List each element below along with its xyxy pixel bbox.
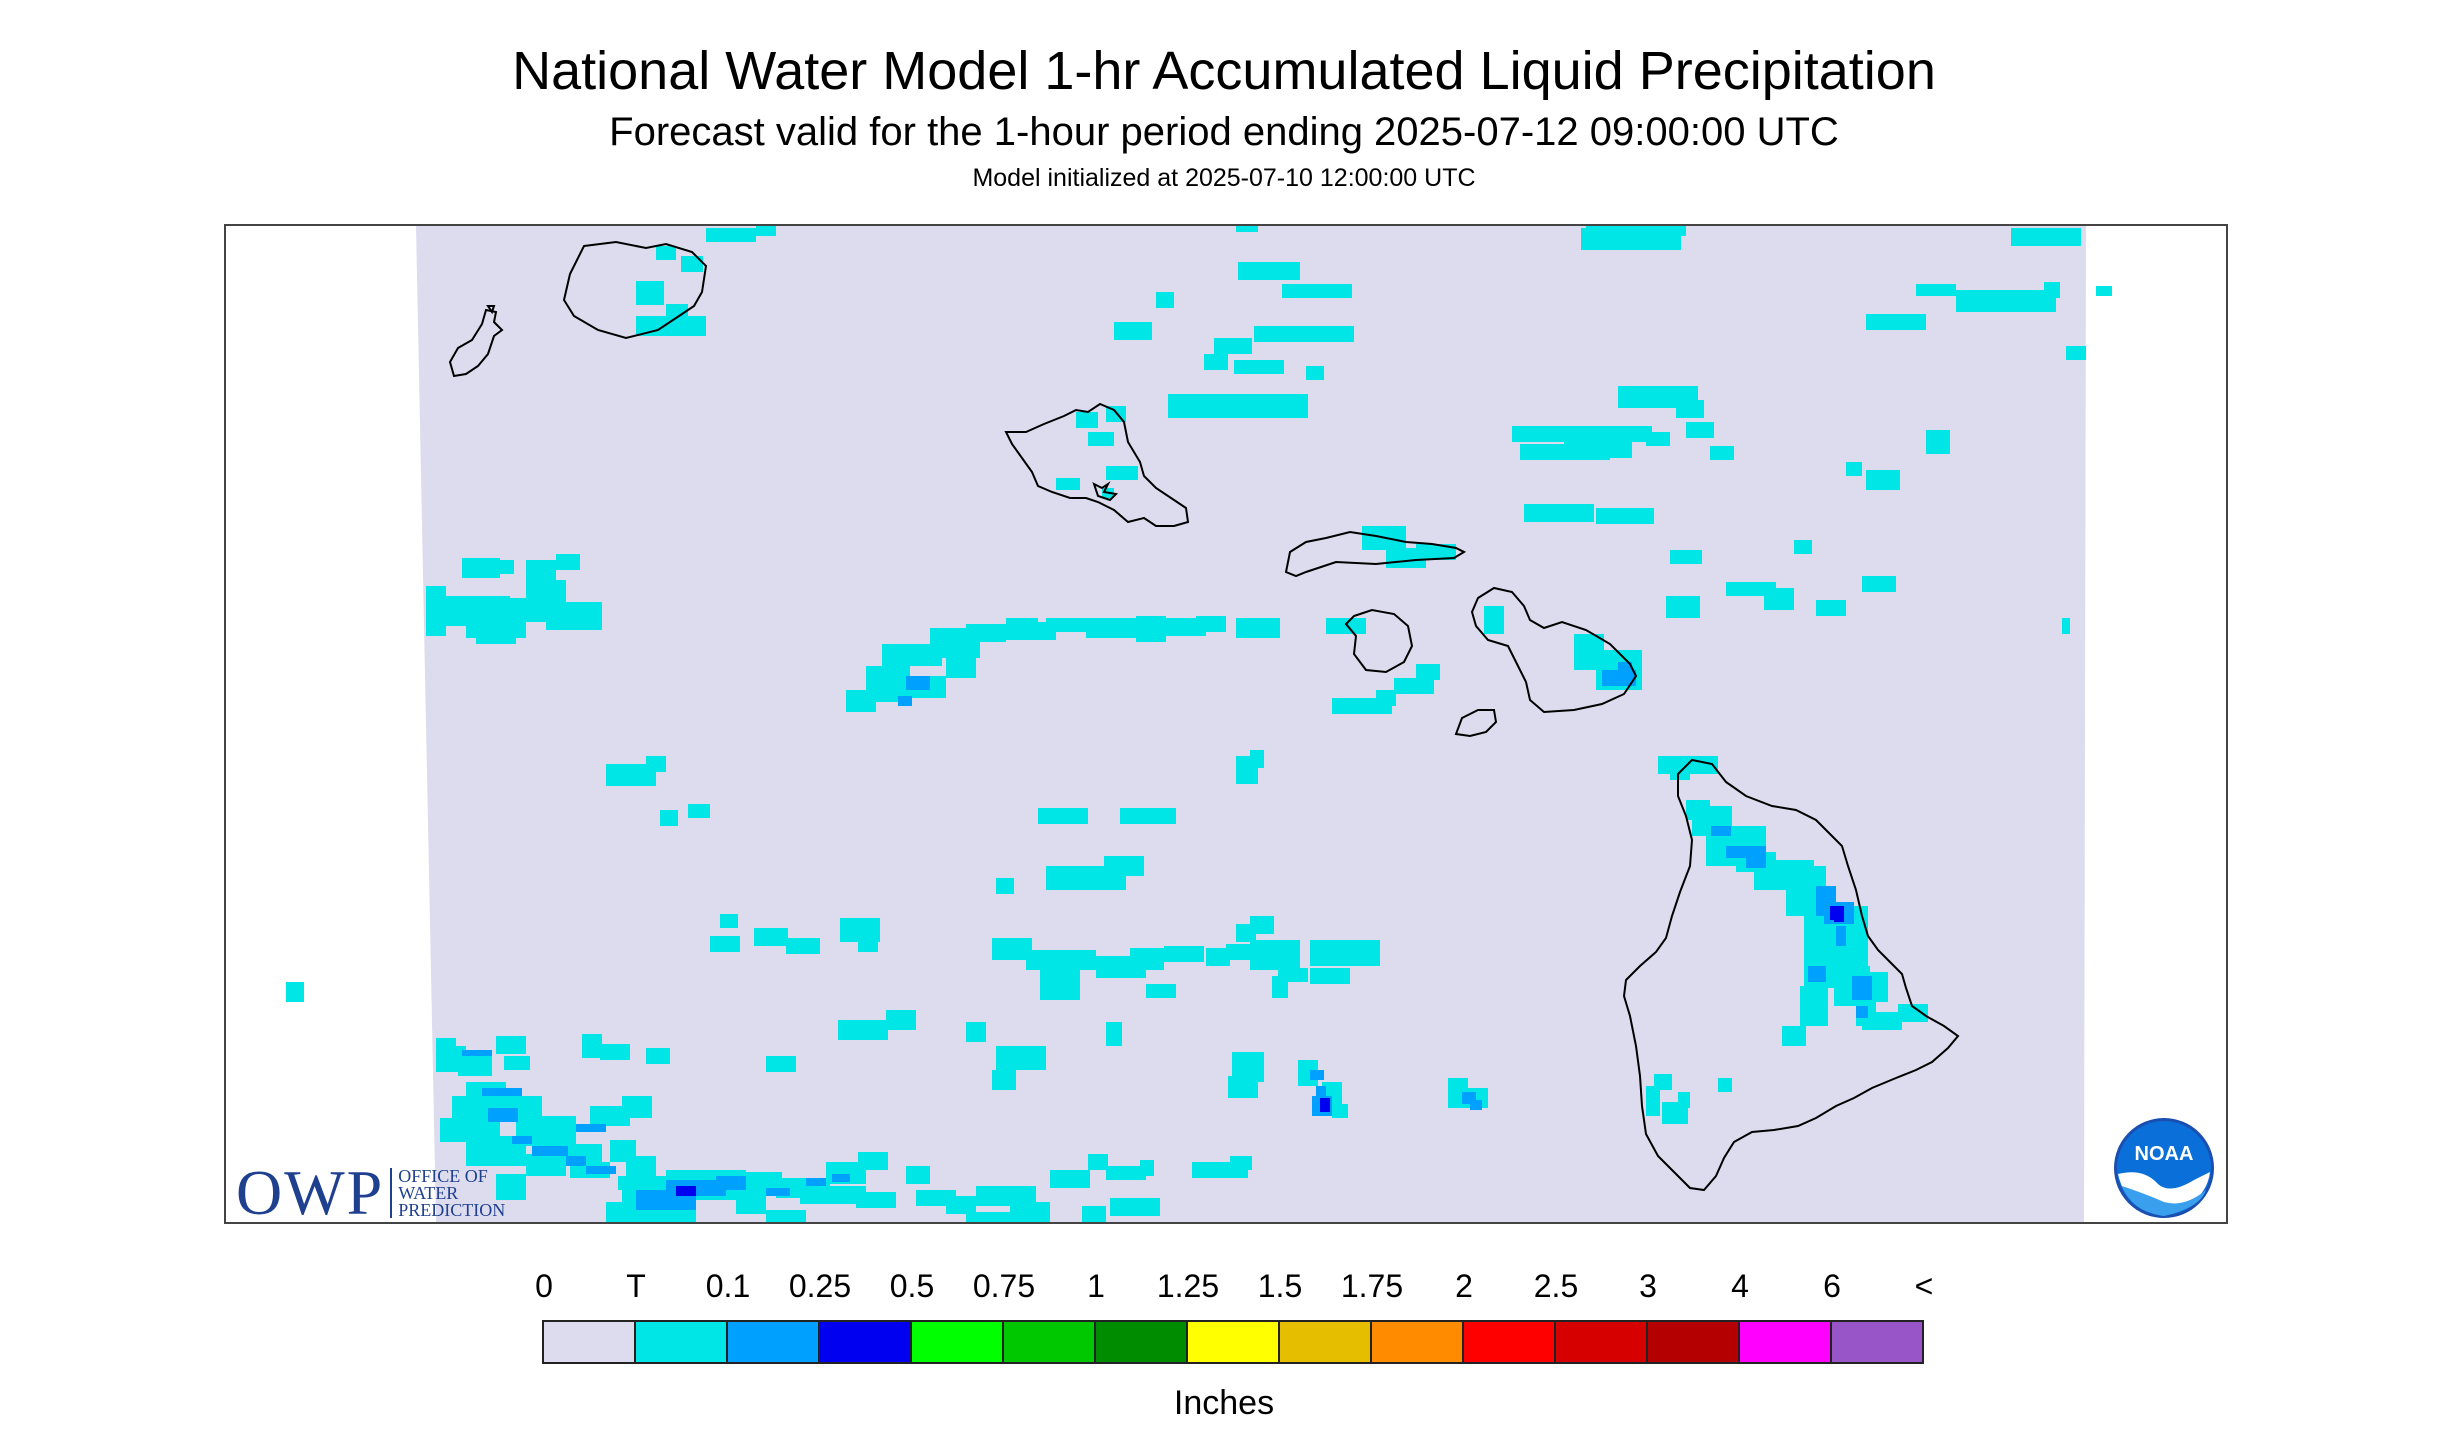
legend-tick-label: 0.75 bbox=[972, 1268, 1036, 1304]
legend-tick-label: 2 bbox=[1455, 1268, 1473, 1304]
legend-units: Inches bbox=[1173, 1384, 1275, 1422]
map-subtitle: Forecast valid for the 1-hour period end… bbox=[609, 110, 1839, 154]
precipitation-cells-max bbox=[676, 906, 1844, 1196]
legend-swatch bbox=[1648, 1322, 1740, 1362]
map-title: National Water Model 1-hr Accumulated Li… bbox=[512, 41, 1936, 101]
legend-swatch bbox=[1832, 1322, 1922, 1362]
kahoolawe-coastline bbox=[1454, 709, 1498, 738]
legend-tick-label: 6 bbox=[1823, 1268, 1841, 1304]
owp-logo-subtitle: OFFICE OF WATER PREDICTION bbox=[398, 1165, 506, 1220]
legend-swatch bbox=[728, 1322, 820, 1362]
map-panel: OWP OFFICE OF WATER PREDICTION NOAA bbox=[224, 224, 2228, 1224]
legend-tick-label: 1.25 bbox=[1156, 1268, 1220, 1304]
model-init-text: Model initialized at 2025-07-10 12:00:00… bbox=[972, 164, 1476, 192]
legend-tick-label: 0.1 bbox=[705, 1268, 751, 1304]
owp-logo-line3: PREDICTION bbox=[398, 1199, 506, 1220]
owp-logo-divider bbox=[390, 1168, 393, 1218]
legend-colorbar bbox=[542, 1320, 1924, 1364]
legend-tick-label: 0.5 bbox=[889, 1268, 935, 1304]
legend-tick-label: 0 bbox=[535, 1268, 553, 1304]
legend-swatch bbox=[1280, 1322, 1372, 1362]
lehua-coastline bbox=[486, 305, 496, 315]
niihau-coastline bbox=[448, 308, 504, 378]
legend-tick-label: < bbox=[1914, 1268, 1934, 1304]
precip-map bbox=[286, 226, 2112, 1222]
legend-swatch bbox=[1372, 1322, 1464, 1362]
oahu-coastline bbox=[1004, 402, 1190, 527]
owp-logo: OWP OFFICE OF WATER PREDICTION bbox=[236, 1156, 506, 1224]
legend-swatch bbox=[1464, 1322, 1556, 1362]
legend-swatch bbox=[1740, 1322, 1832, 1362]
legend-tick-label: 4 bbox=[1731, 1268, 1749, 1304]
owp-logo-letters: OWP bbox=[236, 1157, 385, 1224]
legend-tick-label: 3 bbox=[1639, 1268, 1657, 1304]
molokai-coastline bbox=[1284, 530, 1467, 578]
legend-swatch bbox=[1188, 1322, 1280, 1362]
legend-swatch bbox=[820, 1322, 912, 1362]
hawaii-coastline bbox=[1622, 758, 1960, 1192]
legend-swatch bbox=[1096, 1322, 1188, 1362]
maui-coastline bbox=[1470, 586, 1638, 714]
legend-swatch bbox=[1004, 1322, 1096, 1362]
noaa-logo-text: NOAA bbox=[2135, 1143, 2194, 1165]
kauai-coastline bbox=[562, 240, 708, 340]
legend-tick-label: T bbox=[626, 1268, 646, 1304]
noaa-logo: NOAA bbox=[2114, 1118, 2214, 1218]
lanai-coastline bbox=[1344, 608, 1414, 674]
honolulu-detail bbox=[1092, 481, 1119, 502]
legend-tick-label: 1.75 bbox=[1340, 1268, 1404, 1304]
owp-logo-line1: OFFICE OF bbox=[398, 1165, 488, 1186]
legend-tick-label: 0.25 bbox=[788, 1268, 852, 1304]
legend-swatch bbox=[544, 1322, 636, 1362]
legend-labels: 0 T 0.1 0.25 0.5 0.75 1 1.25 1.5 1.75 2 2.5 3 4 6 < bbox=[0, 1268, 2448, 1308]
legend-swatch bbox=[912, 1322, 1004, 1362]
legend-swatch bbox=[636, 1322, 728, 1362]
precipitation-cells bbox=[286, 226, 2112, 1222]
legend-tick-label: 1 bbox=[1087, 1268, 1105, 1304]
legend-swatch bbox=[1556, 1322, 1648, 1362]
owp-logo-line2: WATER bbox=[398, 1182, 459, 1203]
legend-tick-label: 1.5 bbox=[1257, 1268, 1303, 1304]
data-domain bbox=[416, 226, 2086, 1222]
legend-tick-label: 2.5 bbox=[1533, 1268, 1579, 1304]
coastlines bbox=[448, 240, 1960, 1192]
